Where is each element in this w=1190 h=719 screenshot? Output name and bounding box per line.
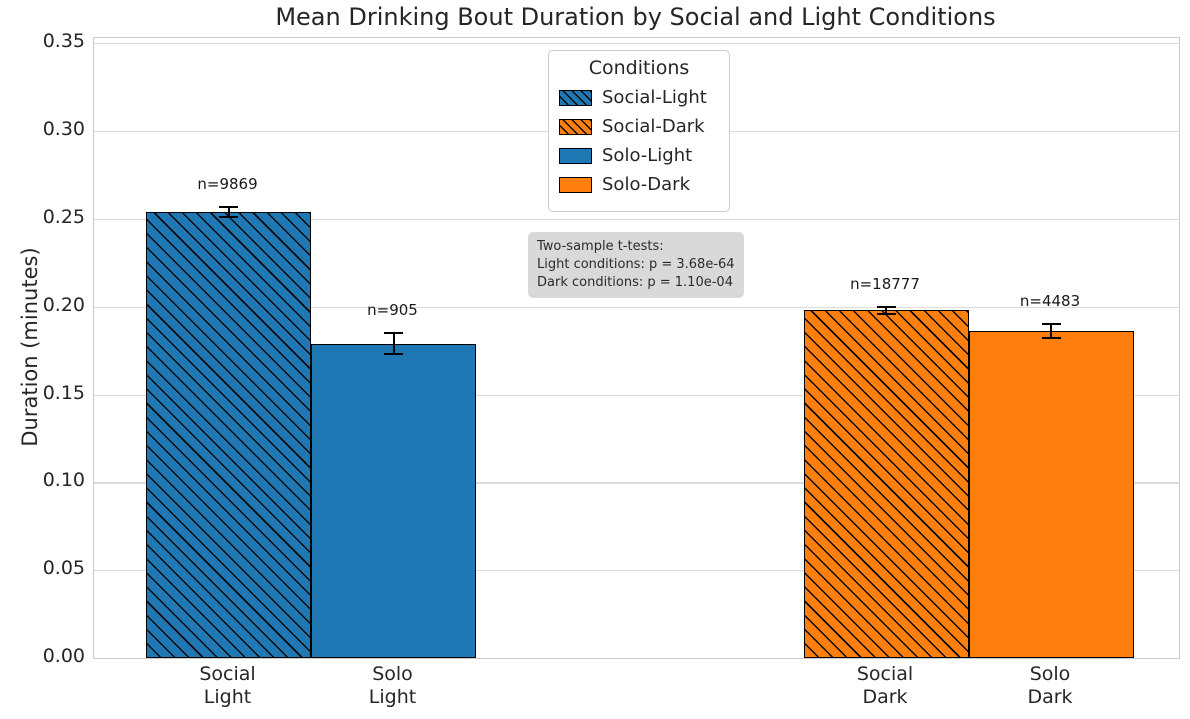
bar-social-dark: [803, 310, 969, 658]
annotation-line-2: Light conditions: p = 3.68e-64: [537, 257, 735, 272]
error-bar-cap: [219, 205, 238, 208]
sample-size-label: n=4483: [1019, 292, 1081, 311]
legend-title: Conditions: [588, 57, 690, 79]
legend-item-solo-light: Solo-Light: [559, 145, 719, 166]
error-bar-cap: [1041, 337, 1061, 340]
bar-social-light: [146, 211, 311, 658]
error-bar-cap: [384, 332, 403, 335]
x-tick-line: Light: [203, 686, 252, 708]
social-dark-swatch: [559, 118, 592, 135]
y-tick-label: 0.20: [42, 293, 85, 316]
gridline: [94, 570, 1179, 572]
bar-solo-light: [311, 343, 476, 658]
error-bar: [885, 306, 887, 314]
error-bar-cap: [876, 312, 896, 315]
gridline: [94, 394, 1179, 396]
sample-size-label: n=905: [367, 301, 418, 320]
legend-label: Social-Dark: [602, 116, 705, 137]
y-tick-label: 0.30: [42, 118, 85, 141]
error-bar: [1050, 324, 1052, 339]
error-bar: [392, 333, 395, 355]
y-tick-label: 0.00: [42, 645, 85, 667]
legend-item-social-dark: Social-Dark: [559, 116, 719, 137]
x-tick-line: Social: [856, 663, 914, 685]
gridline: [94, 482, 1179, 484]
legend-label: Solo-Light: [602, 145, 693, 166]
x-tick-line: Light: [368, 686, 417, 708]
x-tick-line: Dark: [862, 686, 908, 708]
sample-size-label: n=18777: [850, 274, 920, 293]
sample-size-label: n=9869: [197, 174, 258, 193]
x-tick-line: Dark: [1027, 686, 1073, 708]
social-light-swatch: [559, 89, 592, 106]
x-tick-label: Solo Light: [308, 663, 478, 709]
x-tick-line: Solo: [1029, 663, 1071, 685]
legend-label: Solo-Dark: [602, 174, 690, 195]
error-bar-cap: [1041, 323, 1061, 326]
bar-solo-dark: [968, 331, 1134, 658]
x-tick-label: Social Dark: [800, 663, 970, 709]
solo-dark-swatch: [559, 176, 592, 193]
x-tick-label: Solo Dark: [965, 663, 1135, 709]
legend-item-solo-dark: Solo-Dark: [559, 174, 719, 195]
legend: Conditions Social-Light Social-Dark Solo…: [548, 50, 730, 212]
gridline: [94, 43, 1179, 45]
stats-annotation: Two-sample t-tests: Light conditions: p …: [528, 232, 744, 298]
x-tick-line: Social: [199, 663, 256, 685]
legend-item-social-light: Social-Light: [559, 87, 719, 108]
error-bar: [227, 206, 230, 218]
solo-light-swatch: [559, 147, 592, 164]
annotation-line-1: Two-sample t-tests:: [537, 239, 664, 254]
x-tick-line: Solo: [372, 663, 413, 685]
chart-title: Mean Drinking Bout Duration by Social an…: [275, 3, 996, 31]
x-tick-label: Social Light: [143, 663, 313, 709]
legend-label: Social-Light: [602, 87, 707, 108]
y-tick-label: 0.25: [42, 205, 85, 228]
y-tick-label: 0.10: [42, 469, 85, 492]
y-tick-label: 0.15: [42, 381, 85, 404]
error-bar-cap: [384, 353, 403, 356]
gridline: [94, 306, 1179, 308]
y-axis-label: Duration (minutes): [18, 247, 42, 447]
gridline: [94, 218, 1179, 221]
y-tick-label: 0.05: [42, 557, 85, 580]
error-bar-cap: [219, 216, 238, 219]
y-tick-label: 0.35: [42, 30, 85, 53]
annotation-line-3: Dark conditions: p = 1.10e-04: [537, 275, 733, 290]
error-bar-cap: [876, 305, 896, 308]
